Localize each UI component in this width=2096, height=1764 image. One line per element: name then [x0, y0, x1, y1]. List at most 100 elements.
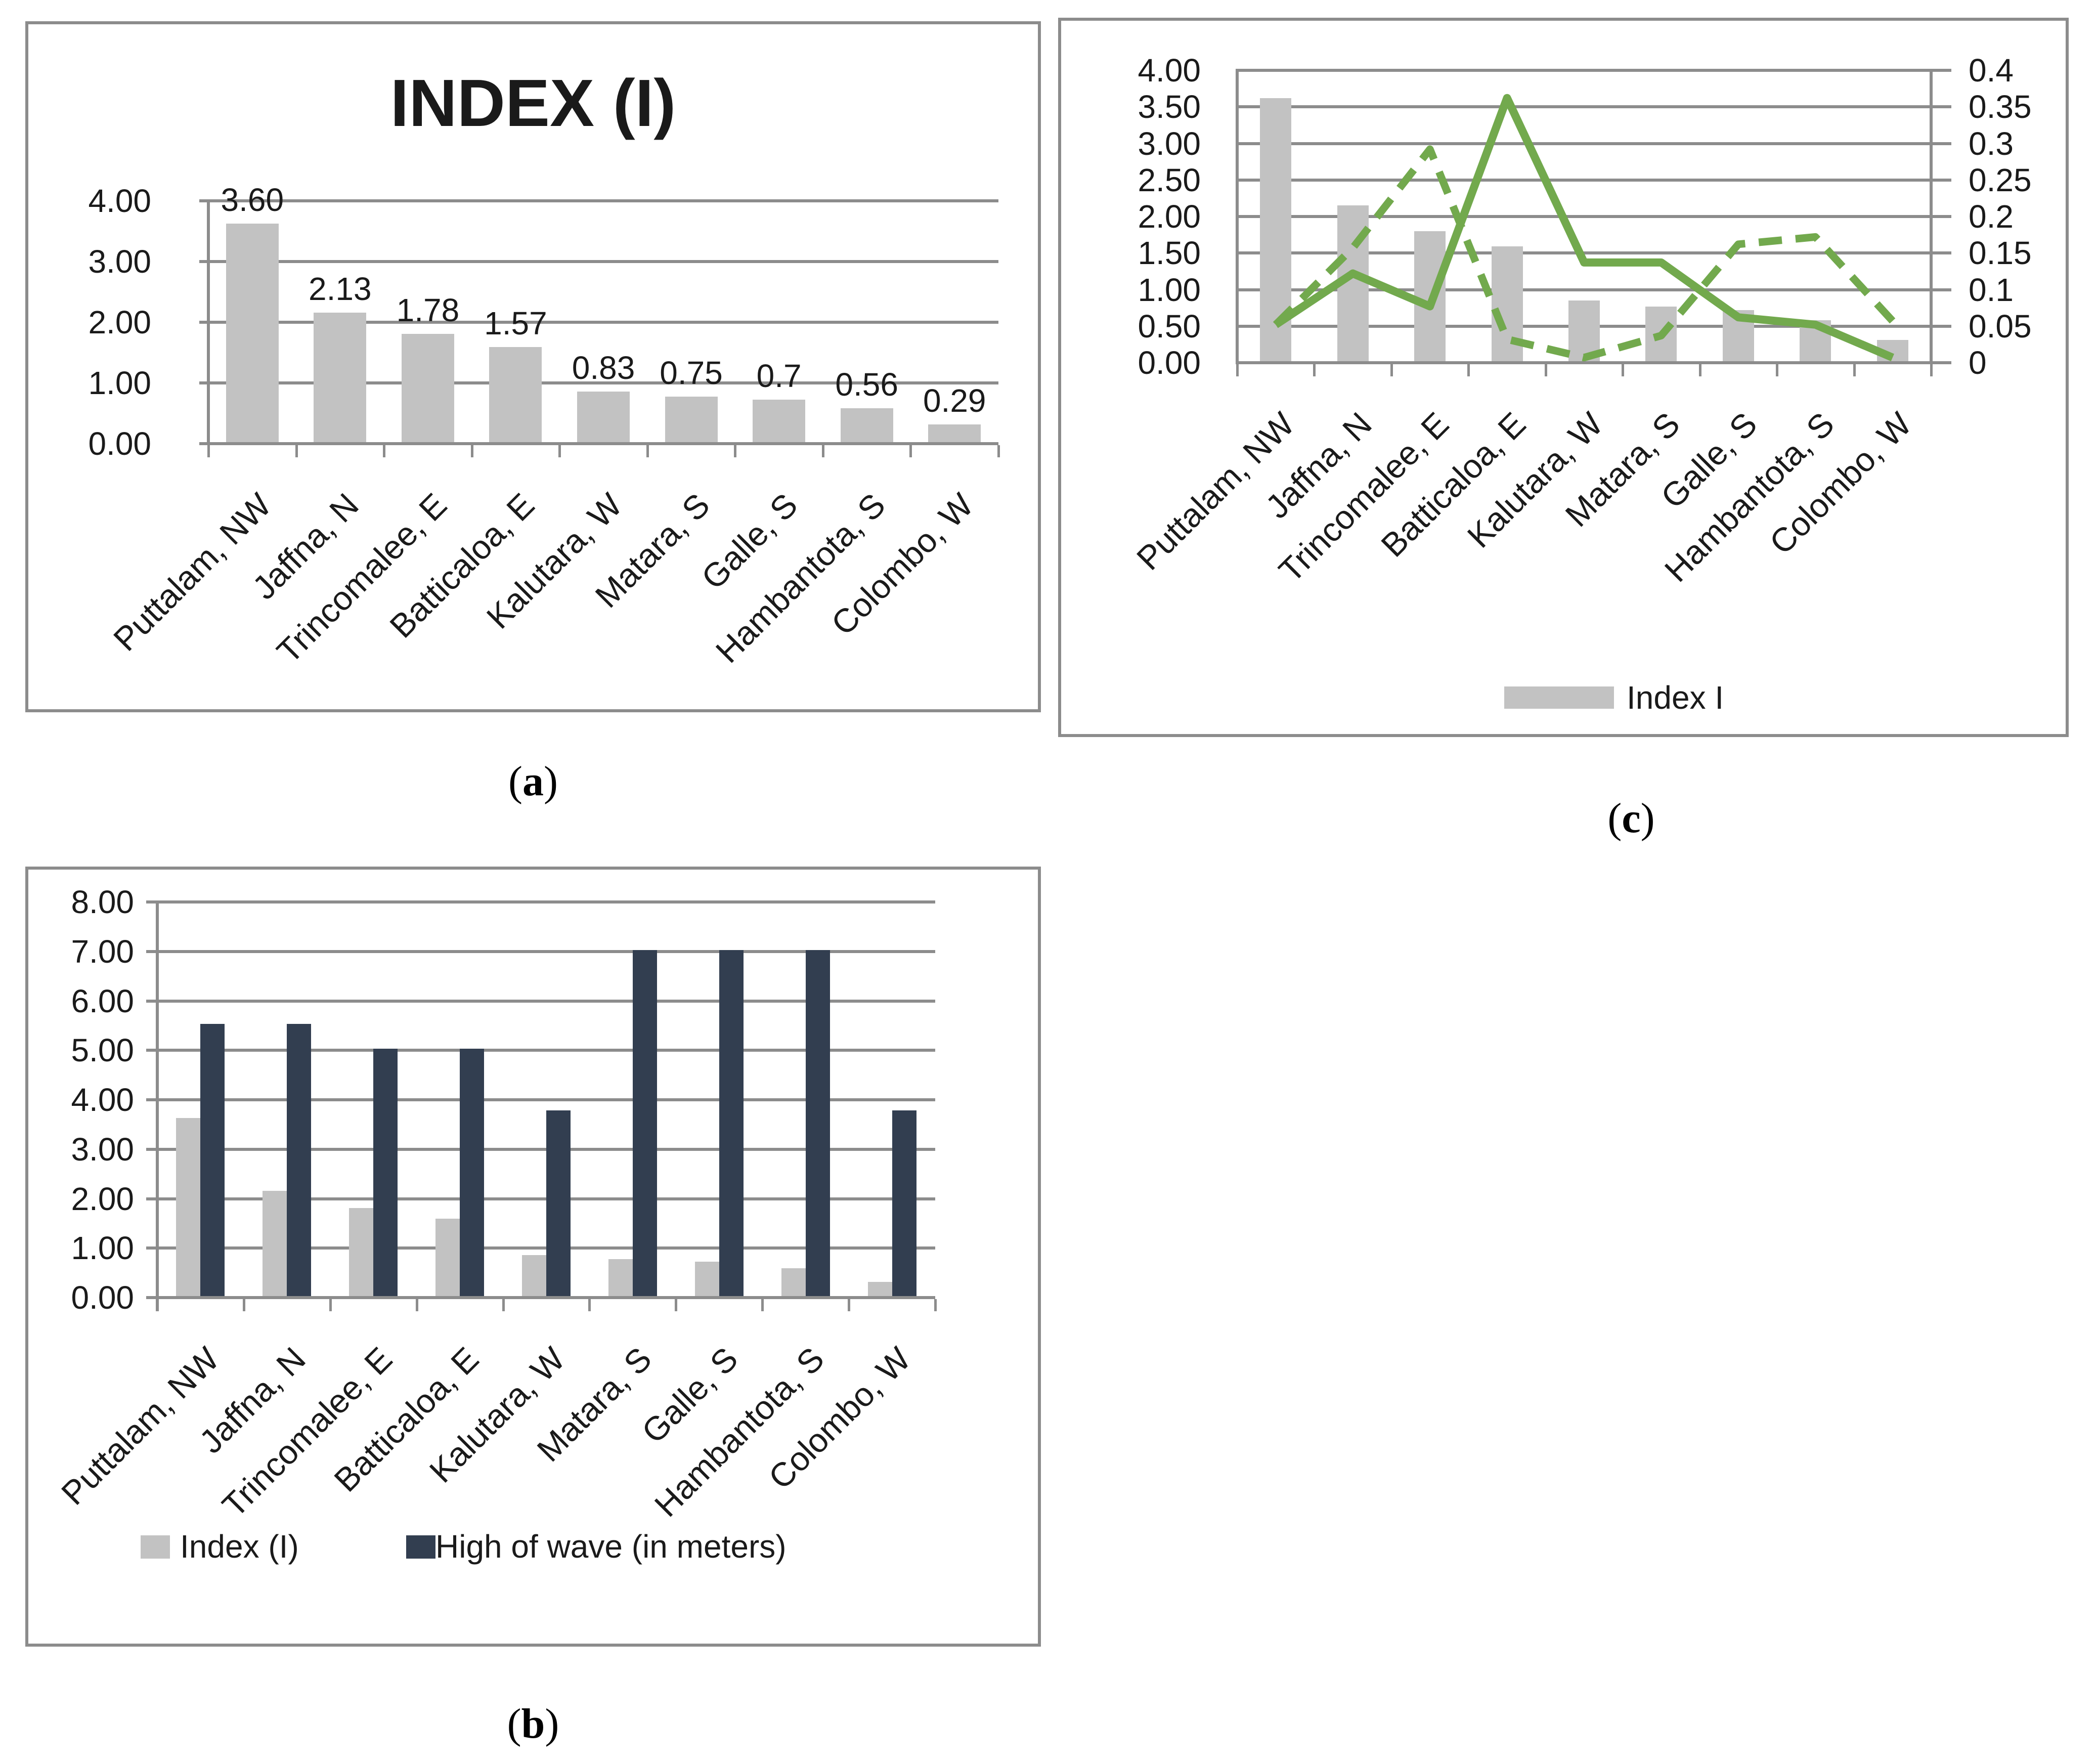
- x-axis-tick-mark: [470, 445, 473, 457]
- y2-axis-tick-label: 0.35: [1969, 89, 2032, 125]
- caption-b: (b): [507, 1700, 559, 1747]
- y-axis-tick-label: 4.00: [1138, 52, 1201, 89]
- gridline: [146, 1296, 935, 1299]
- y2-axis-tick-label: 0.4: [1969, 52, 2014, 89]
- x-axis-tick-mark: [1622, 364, 1625, 376]
- y-axis-tick-label: 8.00: [71, 884, 134, 920]
- y-axis-tick-label: 2.00: [88, 304, 151, 340]
- gridline: [1237, 178, 1951, 182]
- y-axis-tick-label: 1.00: [1138, 271, 1201, 308]
- x-axis-tick-mark: [1853, 364, 1856, 376]
- bar-index-2: [349, 1208, 374, 1296]
- y2-axis-tick-label: 0.3: [1969, 125, 2014, 162]
- line-dashed: [1273, 145, 1896, 362]
- y-axis-tick-label: 3.00: [88, 243, 151, 280]
- x-axis-tick-mark: [1930, 364, 1933, 376]
- y-axis-tick-label: 1.00: [88, 365, 151, 401]
- x-axis-tick-mark: [997, 445, 1000, 457]
- bar-wave-1: [287, 1024, 312, 1296]
- bar-wave-4: [546, 1110, 571, 1296]
- legend-swatch-wave-height: [406, 1535, 435, 1559]
- y2-axis-tick-label: 0.15: [1969, 235, 2032, 272]
- legend-label-index-i: Index (I): [180, 1528, 299, 1565]
- gridline: [1237, 251, 1951, 255]
- y-axis-tick-label: 2.00: [1138, 198, 1201, 235]
- bar-index-6: [694, 1261, 719, 1296]
- caption-a: (a): [508, 758, 558, 805]
- x-axis-tick-mark: [1313, 364, 1316, 376]
- line-solid: [1273, 94, 1894, 362]
- bar-value-label: 0.75: [660, 355, 723, 391]
- y-axis-tick-label: 1.00: [71, 1230, 134, 1267]
- y-axis-tick-label: 2.00: [71, 1180, 134, 1217]
- x-axis-tick-mark: [734, 445, 737, 457]
- x-axis-tick-mark: [646, 445, 649, 457]
- bar-value-label: 2.13: [309, 271, 372, 308]
- x-axis-tick-mark: [1390, 364, 1393, 376]
- y-axis-tick-label: 7.00: [71, 933, 134, 970]
- x-axis-tick-mark: [1698, 364, 1701, 376]
- x-axis-tick-mark: [295, 445, 298, 457]
- y-axis-tick-label: 0.00: [1138, 345, 1201, 381]
- gridline: [1237, 105, 1951, 109]
- bar-wave-2: [373, 1049, 398, 1296]
- bar-wave-7: [805, 950, 830, 1296]
- bar-wave-5: [632, 950, 657, 1296]
- gridline: [1237, 69, 1951, 72]
- gridline: [1237, 142, 1951, 145]
- gridline: [146, 1147, 935, 1151]
- chart-b-panel: Index (I) High of wave (in meters) 8.00 7…: [25, 867, 1041, 1647]
- x-axis-tick-mark: [821, 445, 824, 457]
- x-axis-tick-mark: [934, 1299, 937, 1311]
- y2-axis-tick-label: 0.25: [1969, 161, 2032, 198]
- x-axis-tick-mark: [675, 1299, 678, 1311]
- x-axis-tick-mark: [588, 1299, 591, 1311]
- line-chart-overlay: [1273, 94, 1896, 362]
- x-axis-tick-mark: [1236, 364, 1239, 376]
- plot-left-border: [1236, 69, 1239, 364]
- bar-wave-0: [200, 1024, 225, 1296]
- y2-axis-tick-label: 0.1: [1969, 271, 2014, 308]
- bar-index-6: [753, 400, 806, 442]
- gridline: [199, 442, 998, 445]
- x-axis-tick-mark: [848, 1299, 851, 1311]
- bar-index-1: [314, 313, 367, 442]
- gridline: [146, 1098, 935, 1101]
- gridline: [1237, 361, 1951, 364]
- gridline: [199, 381, 998, 384]
- x-axis-tick-mark: [329, 1299, 332, 1311]
- gridline: [146, 1246, 935, 1250]
- x-axis-tick-mark: [207, 445, 210, 457]
- y2-axis-tick-label: 0.2: [1969, 198, 2014, 235]
- bar-wave-8: [892, 1110, 916, 1296]
- x-axis-tick-mark: [761, 1299, 764, 1311]
- bar-wave-3: [460, 1049, 485, 1296]
- y-axis-tick-label: 5.00: [71, 1032, 134, 1069]
- gridline: [199, 260, 998, 263]
- bar-index-0: [226, 224, 279, 442]
- bar-value-label: 0.56: [835, 366, 898, 403]
- bar-index-5: [608, 1259, 633, 1296]
- caption-c: (c): [1607, 795, 1655, 842]
- x-axis-tick-mark: [1467, 364, 1470, 376]
- y2-axis-tick-label: 0.05: [1969, 308, 2032, 345]
- bar-index-0: [176, 1118, 201, 1296]
- y-axis-tick-label: 4.00: [71, 1082, 134, 1118]
- gridline: [199, 199, 998, 202]
- x-axis-tick-mark: [383, 445, 386, 457]
- y-axis-line: [156, 900, 159, 1311]
- bar-value-label: 3.60: [221, 182, 284, 218]
- bar-index-3: [489, 347, 542, 442]
- bar-index-7: [781, 1268, 806, 1296]
- bar-index-8: [928, 424, 981, 442]
- y2-axis-tick-label: 0: [1969, 345, 1987, 381]
- legend-label-wave-height: High of wave (in meters): [435, 1528, 787, 1565]
- bar-value-label: 1.78: [396, 292, 460, 329]
- y-axis-tick-label: 0.00: [71, 1279, 134, 1316]
- bar-index-8: [867, 1281, 892, 1296]
- gridline: [1237, 215, 1951, 218]
- bar-value-label: 1.57: [484, 305, 547, 341]
- gridline: [146, 1049, 935, 1052]
- y-axis-tick-label: 3.00: [1138, 125, 1201, 162]
- bar-value-label: 0.7: [756, 358, 802, 394]
